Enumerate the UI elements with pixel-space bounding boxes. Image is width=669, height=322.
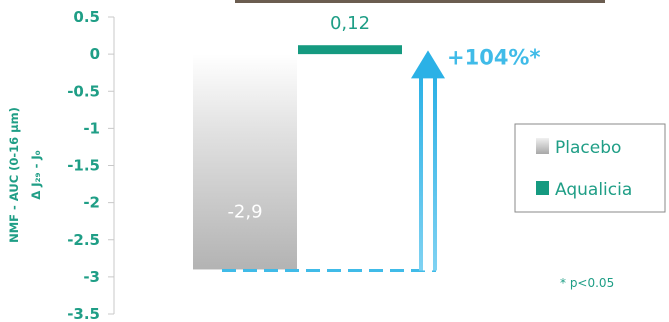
legend: Placebo Aqualicia — [514, 123, 666, 213]
y-ticks: 0.5 0 -0.5 -1 -1.5 -2 -2.5 -3 -3.5 — [67, 8, 114, 322]
bar-aqualicia — [298, 45, 402, 55]
arrow-shaft-background — [419, 76, 437, 271]
bars: -2,9 0,12 — [193, 13, 402, 270]
y-tick-label: 0 — [90, 45, 100, 63]
y-tick-label: -1.5 — [67, 157, 100, 175]
arrow-shaft-left — [419, 76, 423, 271]
improvement-annotation: +104%* — [447, 46, 540, 70]
legend-swatch-placebo — [536, 138, 549, 154]
arrow-head — [411, 50, 445, 79]
y-tick-label: -3 — [83, 268, 100, 286]
arrow-shaft-right — [433, 76, 437, 271]
y-tick-label: -2.5 — [67, 231, 100, 249]
bar-placebo — [193, 54, 297, 270]
y-tick-label: 0.5 — [73, 8, 100, 26]
data-label-aqualicia: 0,12 — [330, 13, 370, 34]
y-tick-label: -3.5 — [67, 305, 100, 322]
y-tick-label: -1 — [83, 119, 100, 137]
legend-label-placebo: Placebo — [555, 138, 621, 158]
y-tick-label: -0.5 — [67, 82, 100, 100]
legend-label-aqualicia: Aqualicia — [555, 180, 632, 200]
improvement-arrow — [411, 50, 445, 271]
y-axis-label-line2: Δ J₂₉ - J₀ — [29, 150, 43, 199]
y-tick-label: -2 — [83, 194, 100, 212]
y-axis-label-line1: NMF - AUC (0-16 µm) — [7, 107, 21, 243]
significance-footnote: * p<0.05 — [560, 276, 614, 290]
top-photo-strip — [235, 0, 605, 3]
legend-swatch-aqualicia — [536, 181, 549, 195]
data-label-placebo: -2,9 — [227, 201, 262, 222]
